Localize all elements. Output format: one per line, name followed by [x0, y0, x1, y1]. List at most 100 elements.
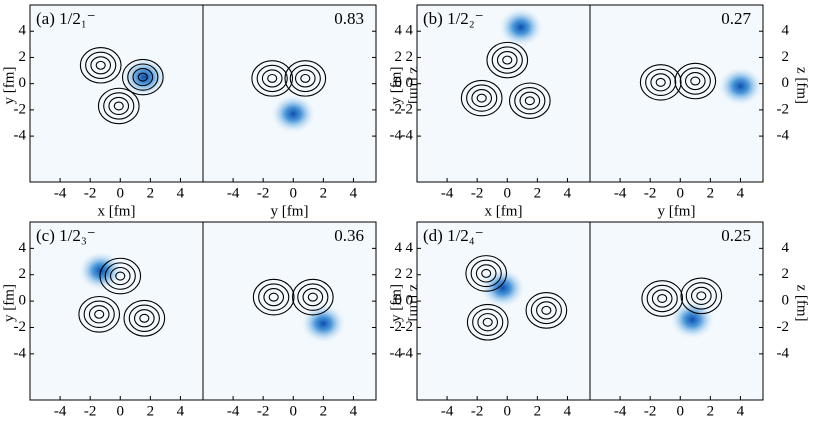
contour: [674, 62, 717, 100]
contour: [679, 67, 711, 95]
density-peak: [717, 66, 763, 106]
contour: [650, 73, 672, 92]
contour: [541, 305, 552, 315]
y-tick-label: -2: [14, 101, 27, 117]
contour: [307, 292, 318, 302]
x-tick-label: -4: [227, 185, 240, 201]
plot-area: [641, 277, 723, 340]
y-tick-label: -4: [14, 345, 27, 361]
density-peak: [480, 268, 526, 308]
contour: [481, 268, 492, 278]
x-tick-label: 0: [677, 185, 685, 201]
contour: [645, 68, 677, 97]
plot-area: [78, 251, 166, 337]
contour: [465, 255, 508, 292]
x-tick-label: 2: [147, 403, 155, 419]
y-tick-label: -4: [390, 128, 403, 144]
contour: [486, 41, 529, 79]
y-tick-label: -2: [401, 319, 414, 335]
y-tick-label: -2: [777, 101, 790, 117]
contour: [657, 293, 668, 303]
x-tick-label: -2: [84, 403, 97, 419]
x-tick-label: 2: [534, 403, 542, 419]
contour: [291, 278, 334, 316]
x-tick-label: -4: [614, 185, 627, 201]
x-tick-label: 4: [350, 185, 358, 201]
contour: [680, 277, 723, 315]
y-tick-label: 4: [782, 240, 790, 256]
contour: [491, 46, 523, 74]
x-tick-label: 4: [177, 185, 185, 201]
contour: [263, 288, 285, 307]
y-axis-label: y [fm]: [1, 67, 17, 105]
density-peak: [270, 94, 316, 134]
contour: [294, 69, 316, 88]
x-tick-label: 0: [677, 403, 685, 419]
contour: [113, 101, 124, 111]
y-axis-label: y [fm]: [388, 284, 404, 322]
x-tick-label: 4: [177, 403, 185, 419]
annotation: (a) 1/2₁⁻: [36, 9, 96, 28]
y-tick-label: 4: [406, 240, 414, 256]
contour: [641, 280, 684, 317]
annotation: (b) 1/2₂⁻: [423, 9, 484, 28]
y-tick-label: 2: [19, 49, 27, 65]
contour: [267, 73, 278, 83]
x-axis-label: y [fm]: [658, 203, 696, 219]
contour: [83, 300, 115, 329]
x-axis-label: x [fm]: [485, 203, 523, 219]
y-tick-label: 0: [782, 293, 790, 309]
x-tick-label: -4: [54, 185, 67, 201]
x-tick-label: -2: [644, 403, 657, 419]
contour: [690, 286, 712, 305]
plot-area: [252, 278, 346, 344]
contour: [268, 292, 279, 302]
plot-area: [251, 60, 327, 134]
y-tick-label: 4: [19, 23, 27, 39]
x-tick-label: -2: [644, 185, 657, 201]
contour: [251, 60, 294, 97]
density-peak: [300, 303, 346, 344]
x-tick-label: 0: [117, 185, 125, 201]
contour: [466, 84, 498, 112]
y-tick-label: -2: [14, 319, 27, 335]
x-tick-label: 0: [504, 403, 512, 419]
contour: [472, 308, 504, 336]
x-tick-label: 2: [707, 403, 715, 419]
y-tick-label: 4: [782, 23, 790, 39]
annotation: (d) 1/2₄⁻: [423, 226, 484, 245]
contour: [261, 69, 283, 88]
x-tick-label: 4: [350, 403, 358, 419]
y-tick-label: 0: [406, 75, 414, 91]
contour: [103, 92, 135, 120]
x-tick-label: 4: [737, 403, 745, 419]
contour: [284, 60, 327, 97]
y-tick-label: 4: [395, 23, 403, 39]
contour: [476, 93, 487, 103]
contour: [655, 77, 666, 87]
contour: [514, 87, 546, 115]
contour: [475, 264, 497, 283]
x-tick-label: 0: [117, 403, 125, 419]
contour: [139, 313, 150, 323]
contour: [519, 91, 541, 110]
y-tick-label: -2: [401, 101, 414, 117]
contour: [90, 56, 112, 75]
contour: [530, 296, 562, 325]
x-tick-label: -4: [614, 403, 627, 419]
y-tick-label: 2: [782, 49, 790, 65]
contour: [121, 58, 164, 96]
y-tick-label: 4: [19, 240, 27, 256]
x-tick-label: 2: [707, 185, 715, 201]
x-axis-label: y [fm]: [271, 203, 309, 219]
contour: [95, 60, 106, 70]
x-tick-label: -4: [227, 403, 240, 419]
contour: [134, 309, 155, 328]
contour: [108, 96, 130, 116]
x-tick-label: 0: [504, 185, 512, 201]
contour: [115, 271, 126, 281]
y-tick-label: 0: [395, 293, 403, 309]
x-tick-label: -2: [471, 403, 484, 419]
y-axis-label: y [fm]: [388, 67, 404, 105]
